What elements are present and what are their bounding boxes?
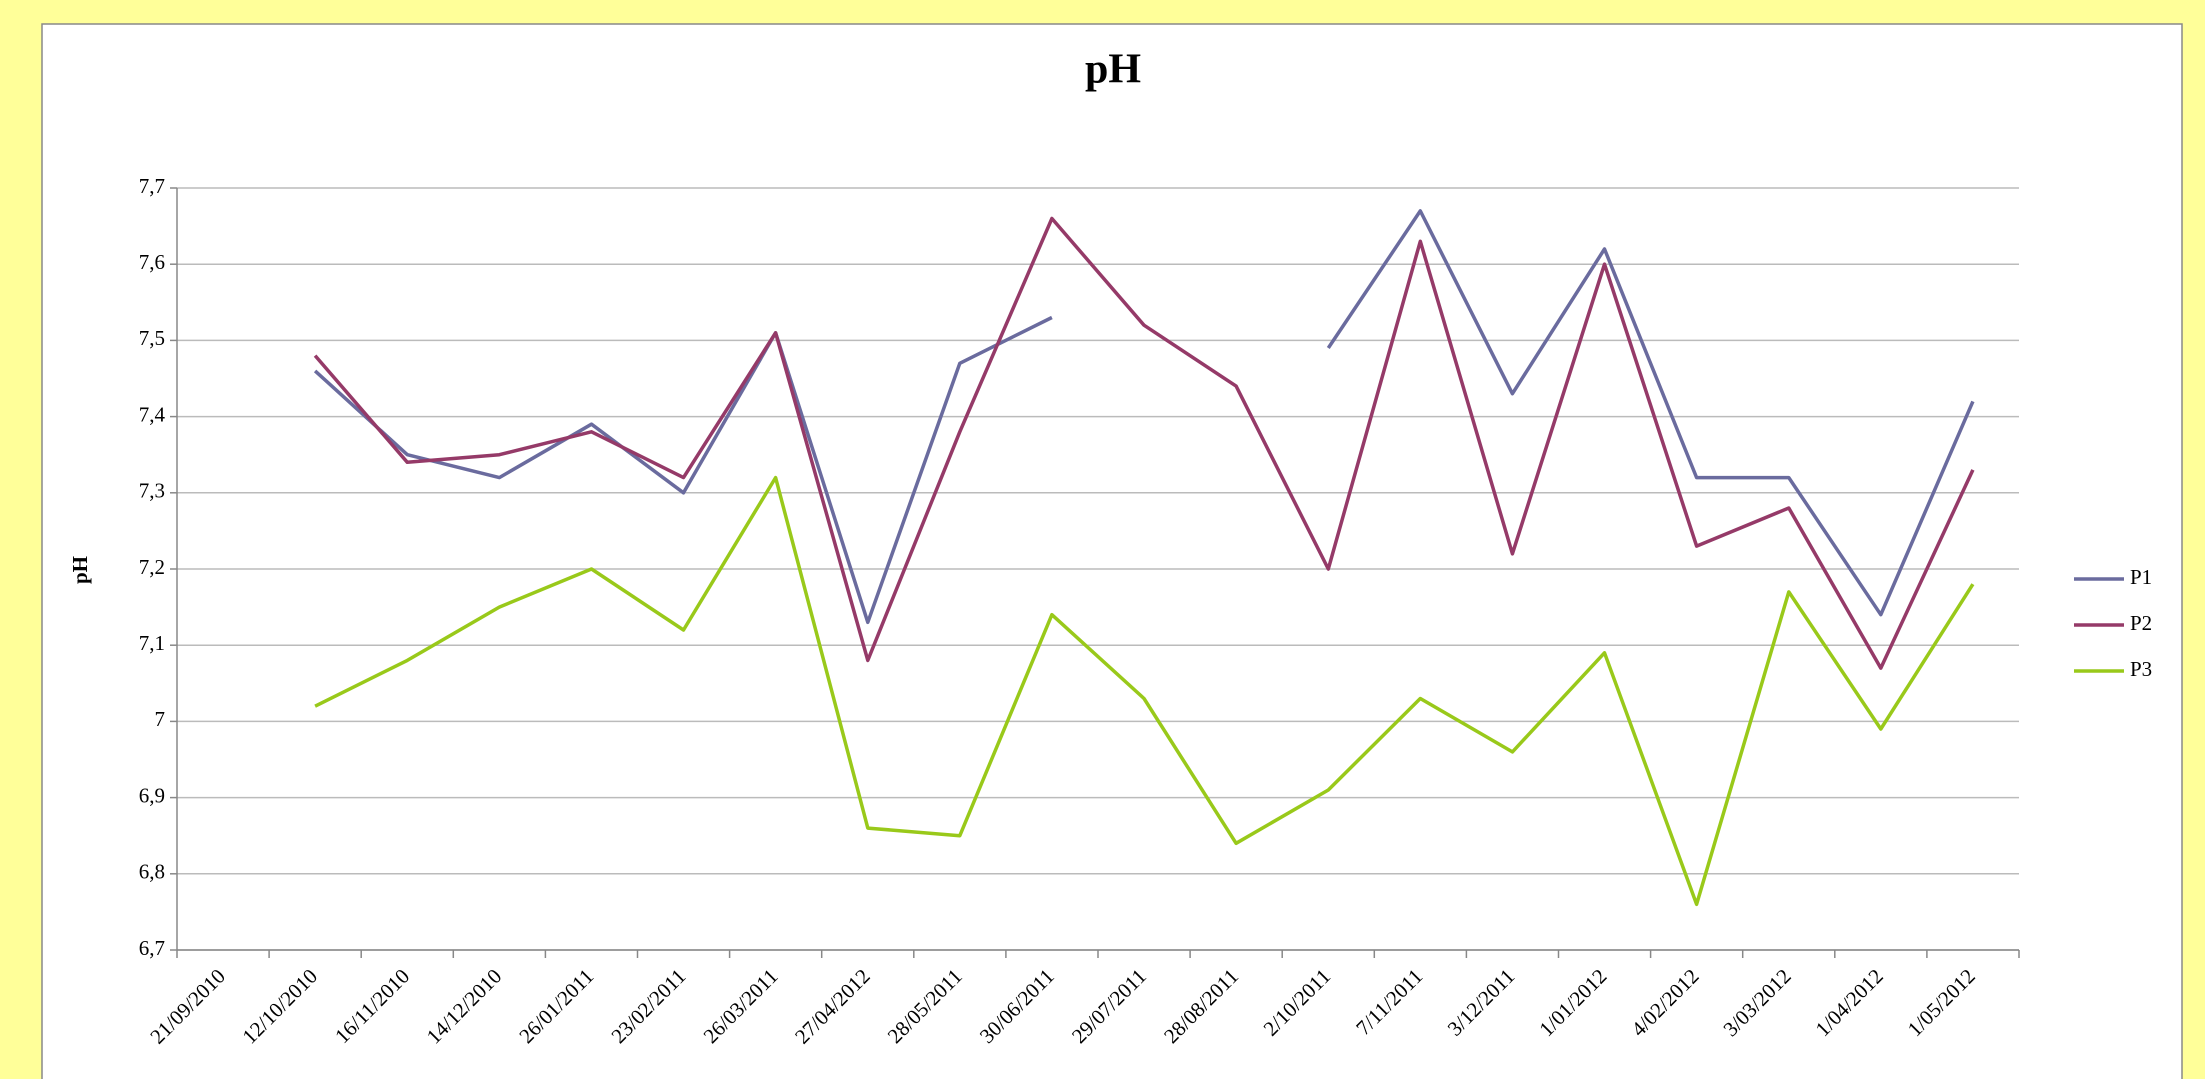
- chart-title: pH: [1085, 47, 1141, 93]
- y-tick-label: 7,1: [139, 631, 165, 655]
- legend-label: P1: [2130, 565, 2152, 589]
- y-tick-label: 6,9: [139, 783, 165, 807]
- y-tick-label: 7,7: [139, 174, 165, 198]
- y-tick-label: 7,6: [139, 250, 165, 274]
- y-tick-label: 6,8: [139, 860, 165, 884]
- y-tick-label: 6,7: [139, 936, 165, 960]
- line-series: [314, 475, 1975, 907]
- y-axis-label: pH: [68, 556, 92, 584]
- y-tick-label: 7,3: [139, 479, 165, 503]
- chart-panel: [41, 23, 2183, 1079]
- y-tick-label: 7,4: [139, 402, 166, 426]
- y-tick-label: 7: [155, 707, 166, 731]
- legend-label: P2: [2130, 611, 2152, 635]
- legend-label: P3: [2130, 657, 2152, 681]
- y-tick-label: 7,5: [139, 326, 165, 350]
- line-series: [313, 216, 1975, 670]
- y-tick-label: 7,2: [139, 555, 165, 579]
- line-series: [313, 209, 1975, 625]
